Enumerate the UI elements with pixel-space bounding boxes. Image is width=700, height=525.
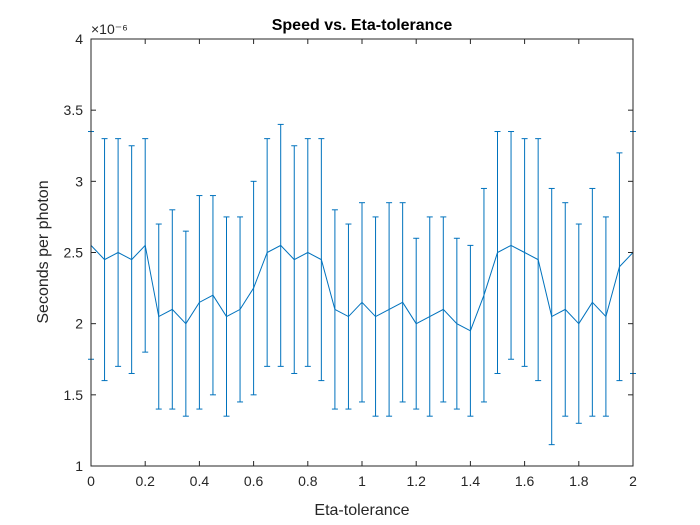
x-tick-label: 1.8 [569,473,589,489]
tick-layer: 0 0.2 0.4 0.6 0.8 1 1.2 1.4 1.6 1.8 2 1 1.5 2 2.5 3 3.5 4 [64,31,638,489]
x-tick-label: 1 [358,473,366,489]
x-tick-label: 0.2 [135,473,155,489]
x-tick-label: 0 [87,473,95,489]
series-layer [88,123,636,446]
y-tick-label: 4 [75,31,83,47]
x-tick-label: 1.4 [461,473,481,489]
x-tick-label: 0.6 [244,473,264,489]
x-axis-title: Eta-tolerance [314,502,409,519]
x-tick-label: 0.4 [190,473,210,489]
y-tick-label: 3 [75,173,83,189]
y-tick-label: 3.5 [64,102,84,118]
y-axis-title: Seconds per photon [35,180,52,323]
y-tick-label: 2.5 [64,245,84,261]
y-tick-label: 1.5 [64,387,84,403]
series-line [90,244,634,332]
y-exponent-label: ×10⁻⁶ [91,21,128,37]
x-tick-label: 0.8 [298,473,318,489]
x-tick-label: 2 [629,473,637,489]
y-tick-label: 1 [75,458,83,474]
chart-title: Speed vs. Eta-tolerance [272,17,453,34]
y-tick-label: 2 [75,316,83,332]
x-tick-label: 1.6 [515,473,535,489]
x-tick-label: 1.2 [406,473,426,489]
